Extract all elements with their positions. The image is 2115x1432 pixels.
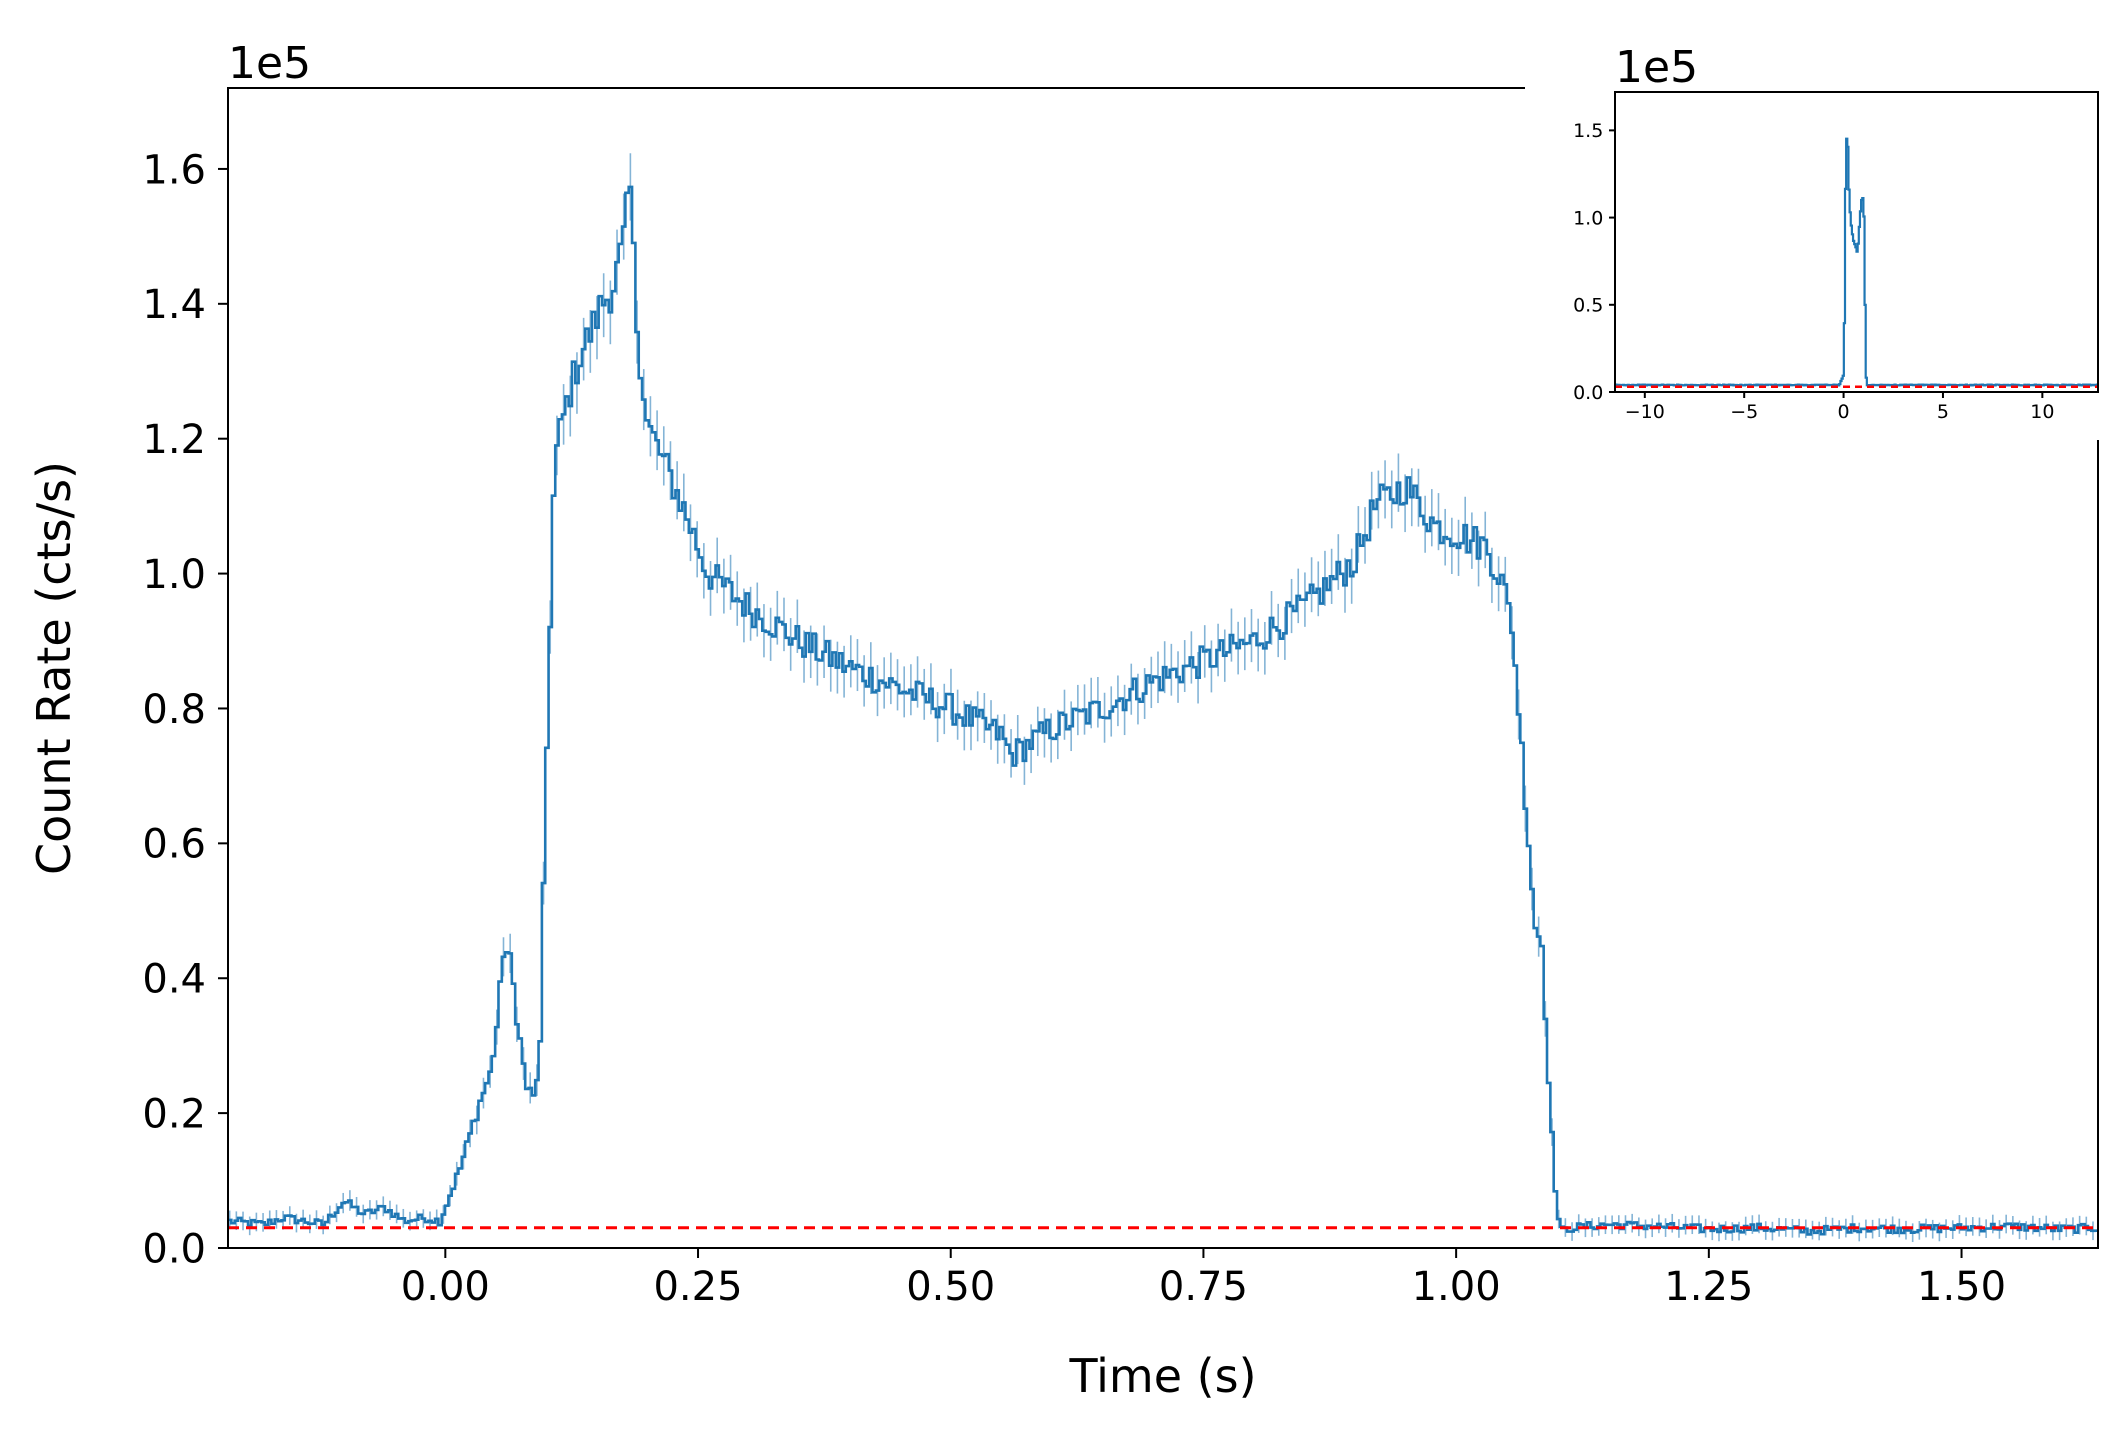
main-y-tick-label: 1.2 (142, 417, 206, 463)
main-x-tick-label: 1.25 (1664, 1264, 1753, 1310)
main-y-tick-label: 1.4 (142, 282, 206, 328)
main-x-tick-label: 0.75 (1159, 1264, 1248, 1310)
inset-y-tick-label: 1.0 (1573, 207, 1603, 229)
inset-x-tick-label: 0 (1838, 401, 1850, 423)
main-y-tick-label: 0.4 (142, 957, 206, 1003)
inset-x-tick-label: −10 (1625, 401, 1665, 423)
inset-y-tick-label: 1.5 (1573, 120, 1603, 142)
main-x-tick-label: 1.00 (1412, 1264, 1501, 1310)
main-y-offset-label: 1e5 (228, 38, 311, 89)
inset-y-offset-label: 1e5 (1615, 42, 1698, 93)
inset-x-tick-label: −5 (1730, 401, 1758, 423)
inset-x-tick-label: 10 (2030, 401, 2054, 423)
main-axes-frame (227, 87, 2099, 1249)
main-plot-content (228, 153, 2098, 1243)
main-y-tick-label: 1.6 (142, 147, 206, 193)
main-y-tick-label: 1.0 (142, 552, 206, 598)
main-y-tick-label: 0.8 (142, 687, 206, 733)
inset-y-ticks: 0.0 0.5 1.0 1.5 (1573, 120, 1615, 404)
inset-y-tick-label: 0.0 (1573, 382, 1603, 404)
inset-background (1525, 40, 2108, 440)
main-x-tick-label: 0.50 (906, 1264, 995, 1310)
inset-axes-frame (1614, 91, 2099, 393)
inset-y-tick-label: 0.5 (1573, 295, 1603, 317)
main-y-axis-label: Count Rate (cts/s) (27, 461, 81, 875)
main-y-tick-label: 0.2 (142, 1092, 206, 1138)
inset-plot-content (1615, 137, 2098, 389)
main-y-ticks: 0.0 0.2 0.4 0.6 0.8 1.0 1.2 1.4 1.6 (142, 147, 228, 1272)
main-y-tick-label: 0.6 (142, 822, 206, 868)
inset-chart: −10 −5 0 5 10 0.0 0.5 1.0 1.5 1e5 (1525, 40, 2108, 440)
main-x-tick-label: 1.50 (1917, 1264, 2006, 1310)
main-x-tick-label: 0.00 (401, 1264, 490, 1310)
inset-light-curve-series (1615, 137, 2098, 387)
inset-x-tick-label: 5 (1937, 401, 1949, 423)
main-chart: 0.00 0.25 0.50 0.75 1.00 1.25 1.50 0.00.20.40.… (27, 38, 2099, 1403)
main-y-tick-label: 0.0 (142, 1226, 206, 1272)
inset-x-ticks: −10 −5 0 5 10 (1625, 392, 2054, 423)
main-x-tick-label: 0.25 (653, 1264, 742, 1310)
main-x-axis-label: Time (s) (1068, 1349, 1256, 1403)
main-x-ticks: 0.00 0.25 0.50 0.75 1.00 1.25 1.50 (401, 1248, 2006, 1310)
